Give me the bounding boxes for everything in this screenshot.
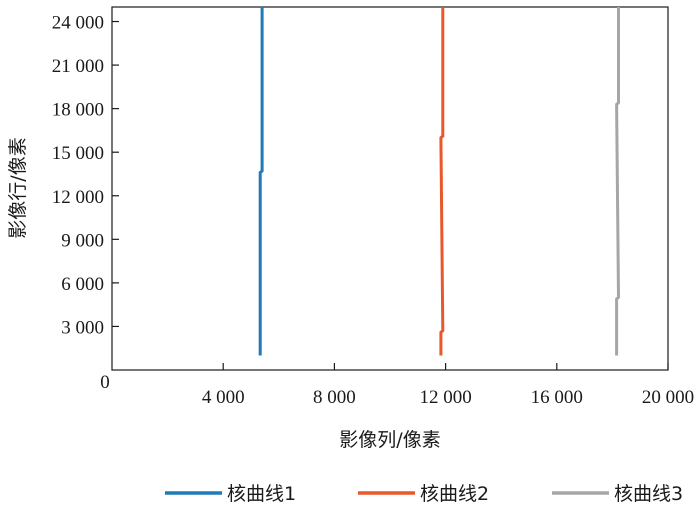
y-tick-label: 9 000 (61, 230, 104, 251)
series-line-2 (439, 7, 445, 356)
plot-frame (111, 6, 669, 371)
y-tick-label: 15 000 (52, 143, 104, 164)
y-tick-label: 3 000 (61, 317, 104, 338)
legend: 核曲线1 核曲线2 核曲线3 (165, 483, 683, 505)
legend-label-1: 核曲线1 (227, 483, 296, 505)
x-tick-label: 12 000 (419, 387, 471, 408)
y-tick-label: 18 000 (52, 100, 104, 121)
series-line-3 (615, 7, 620, 356)
x-tick-label: 8 000 (313, 387, 356, 408)
legend-label-3: 核曲线3 (614, 483, 683, 505)
y-axis-ticks: 3 000 6 000 9 000 12 000 15 000 18 000 21 000 2… (52, 13, 119, 338)
y-tick-label: 6 000 (61, 274, 104, 295)
x-axis-title: 影像列/像素 (339, 429, 440, 451)
series-line-1 (258, 7, 264, 356)
y-tick-label: 21 000 (52, 56, 104, 77)
origin-label: 0 (100, 372, 110, 393)
legend-label-2: 核曲线2 (420, 483, 489, 505)
x-axis-ticks: 4 000 8 000 12 000 16 000 20 000 (202, 363, 694, 408)
x-tick-label: 20 000 (642, 387, 694, 408)
x-tick-label: 4 000 (202, 387, 245, 408)
series-layer (258, 7, 620, 356)
y-axis-title: 影像行/像素 (7, 137, 29, 238)
y-tick-label: 24 000 (52, 13, 104, 34)
x-tick-label: 16 000 (531, 387, 583, 408)
y-tick-label: 12 000 (52, 187, 104, 208)
